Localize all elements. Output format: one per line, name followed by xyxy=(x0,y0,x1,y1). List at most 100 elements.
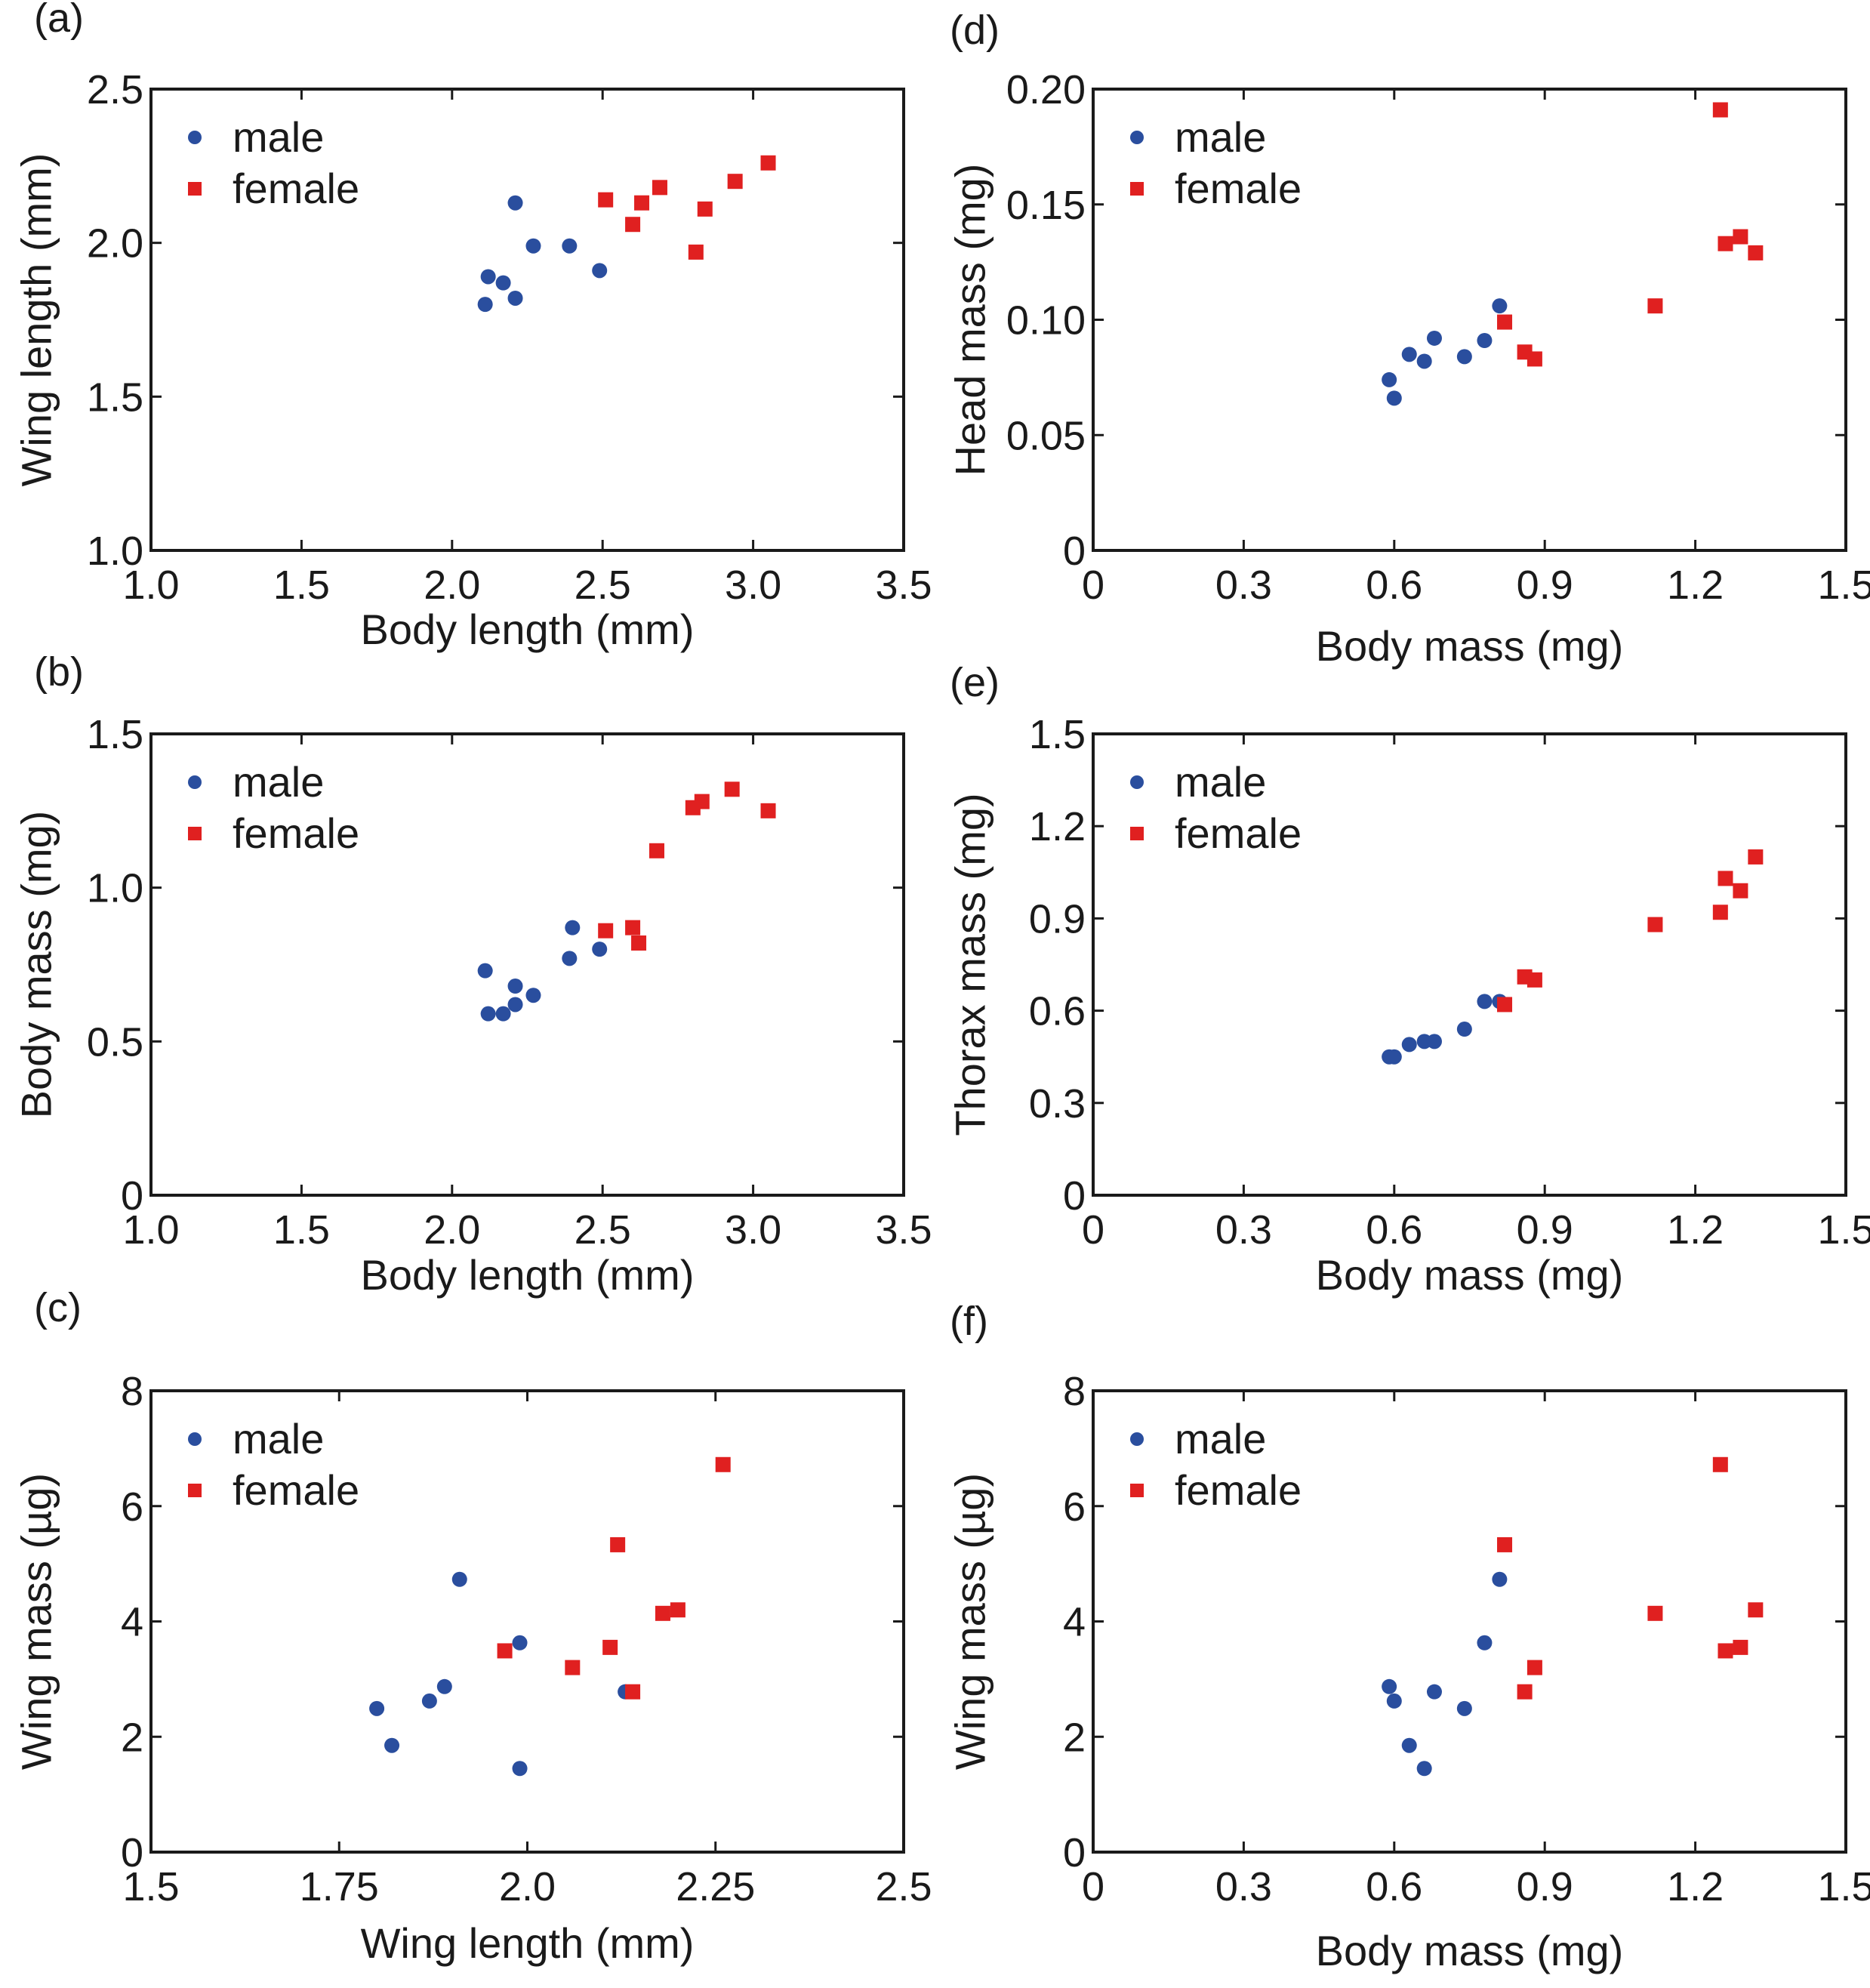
data-point-male xyxy=(1456,1700,1472,1716)
data-point-male xyxy=(495,1006,511,1022)
data-point-female xyxy=(694,794,710,809)
data-point-female xyxy=(625,1684,641,1700)
x-tick-label: 2.0 xyxy=(499,1864,556,1909)
legend-male-label: male xyxy=(233,113,324,161)
x-tick-label: 2.0 xyxy=(424,1207,480,1253)
data-point-female xyxy=(598,192,614,208)
y-tick-label: 2 xyxy=(1063,1715,1086,1760)
data-point-male xyxy=(451,1571,467,1587)
data-point-male xyxy=(592,263,608,279)
data-point-male xyxy=(562,951,578,966)
legend-female-label: female xyxy=(1175,165,1302,212)
data-point-female xyxy=(602,1639,618,1655)
data-point-female xyxy=(1718,871,1733,886)
legend-female-label: female xyxy=(233,165,359,212)
x-tick-label: 1.2 xyxy=(1667,1207,1724,1253)
data-point-male xyxy=(1426,330,1442,346)
data-point-male xyxy=(1416,1761,1432,1777)
panel-c: 1.5 1.75 2.0 2.25 2.5 0 2 4 6 8 Wing length (mm) Wi… xyxy=(13,1285,932,1967)
data-point-male xyxy=(436,1678,452,1694)
data-point-male xyxy=(369,1700,385,1716)
plot-frame xyxy=(149,732,905,1197)
x-tick-label: 1.5 xyxy=(273,1207,330,1253)
data-point-female xyxy=(688,244,704,260)
x-tick-label: 1.2 xyxy=(1667,562,1724,608)
legend-female-label: female xyxy=(233,809,359,857)
x-tick-label: 0 xyxy=(1082,562,1104,608)
data-point-female xyxy=(648,843,664,858)
data-point-male xyxy=(1492,298,1508,314)
x-tick-label: 2.5 xyxy=(575,1207,631,1253)
data-point-male xyxy=(1426,1034,1442,1049)
y-tick-label: 0.20 xyxy=(1006,67,1086,112)
data-point-female xyxy=(1733,229,1748,245)
legend-male-label: male xyxy=(1175,113,1266,161)
data-point-male xyxy=(1386,390,1402,406)
y-tick-label: 4 xyxy=(1063,1600,1086,1645)
data-point-male xyxy=(1456,349,1472,365)
panel-label: (b) xyxy=(34,649,84,695)
y-axis-label: Body mass (mg) xyxy=(13,811,60,1119)
y-tick-label: 1.5 xyxy=(87,374,143,420)
x-tick-label: 0.9 xyxy=(1517,562,1573,608)
x-tick-label: 0.9 xyxy=(1517,1864,1573,1909)
y-tick-label: 0 xyxy=(1063,1173,1086,1219)
data-point-male xyxy=(1477,994,1493,1009)
x-tick-label: 0.9 xyxy=(1517,1207,1573,1253)
panel-d: 0 0.3 0.6 0.9 1.2 1.5 0 0.05 0.10 0.15 0.20 Body ma… xyxy=(947,8,1870,670)
x-tick-label: 1.5 xyxy=(273,562,330,608)
legend-female-marker xyxy=(1130,827,1144,840)
x-tick-label: 2.5 xyxy=(875,1864,932,1909)
data-point-male xyxy=(1426,1684,1442,1700)
plot-frame xyxy=(1092,732,1847,1197)
y-tick-label: 0 xyxy=(1063,1830,1086,1876)
y-axis-label: Wing mass (µg) xyxy=(13,1473,60,1770)
y-tick-label: 0.5 xyxy=(87,1019,143,1065)
data-point-female xyxy=(497,1643,513,1659)
y-tick-label: 0.05 xyxy=(1006,413,1086,458)
panel-label: (a) xyxy=(34,0,84,41)
x-tick-label: 0.3 xyxy=(1215,1207,1272,1253)
y-tick-label: 0 xyxy=(121,1173,143,1219)
data-point-female xyxy=(1526,1660,1542,1675)
data-point-female xyxy=(1517,1684,1533,1700)
data-point-female xyxy=(1718,1643,1733,1659)
y-tick-label: 0.3 xyxy=(1029,1081,1086,1127)
data-point-female xyxy=(724,781,740,797)
y-axis-label: Thorax mass (mg) xyxy=(947,793,994,1136)
legend-male-marker xyxy=(188,131,202,144)
panel-label: (d) xyxy=(950,8,1000,53)
x-tick-label: 3.5 xyxy=(875,562,932,608)
x-tick-label: 3.5 xyxy=(875,1207,932,1253)
data-point-female xyxy=(598,923,614,939)
data-point-male xyxy=(507,290,523,306)
x-tick-label: 1.5 xyxy=(122,1864,179,1909)
data-point-female xyxy=(760,803,776,818)
data-point-female xyxy=(760,155,776,171)
panel-f: 0 0.3 0.6 0.9 1.2 1.5 0 2 4 6 8 Body mass (mg) Wing … xyxy=(947,1299,1870,1974)
x-tick-label: 1.0 xyxy=(122,562,179,608)
data-point-female xyxy=(652,180,667,196)
y-tick-label: 0.10 xyxy=(1006,298,1086,344)
y-tick-label: 4 xyxy=(121,1600,143,1645)
data-point-female xyxy=(670,1602,685,1618)
legend-female-label: female xyxy=(1175,1466,1302,1514)
y-tick-label: 0 xyxy=(1063,529,1086,574)
data-point-female xyxy=(625,217,641,233)
data-point-male xyxy=(421,1693,437,1709)
data-point-male xyxy=(1416,353,1432,369)
y-tick-label: 8 xyxy=(1063,1369,1086,1414)
data-point-male xyxy=(507,195,523,211)
data-point-male xyxy=(512,1761,528,1777)
y-tick-label: 0.15 xyxy=(1006,183,1086,228)
data-point-female xyxy=(1733,883,1748,898)
y-tick-label: 1.0 xyxy=(87,866,143,911)
data-point-female xyxy=(1526,972,1542,988)
y-tick-label: 1.2 xyxy=(1029,804,1086,849)
x-tick-label: 1.5 xyxy=(1817,1864,1870,1909)
legend-female-marker xyxy=(188,1484,202,1497)
data-point-male xyxy=(525,238,541,254)
data-point-male xyxy=(507,997,523,1012)
y-tick-label: 0.9 xyxy=(1029,896,1086,942)
